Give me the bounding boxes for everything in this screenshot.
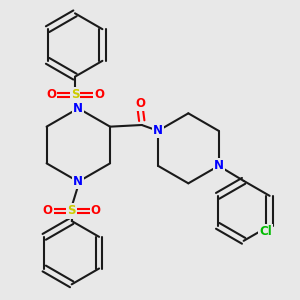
- Text: O: O: [91, 205, 101, 218]
- Text: O: O: [46, 88, 56, 101]
- Text: S: S: [68, 205, 76, 218]
- Text: Cl: Cl: [259, 225, 272, 238]
- Text: O: O: [135, 97, 145, 110]
- Text: N: N: [214, 159, 224, 172]
- Text: S: S: [71, 88, 79, 101]
- Text: N: N: [153, 124, 163, 137]
- Text: O: O: [94, 88, 104, 101]
- Text: O: O: [43, 205, 53, 218]
- Text: N: N: [73, 102, 83, 115]
- Text: N: N: [73, 175, 83, 188]
